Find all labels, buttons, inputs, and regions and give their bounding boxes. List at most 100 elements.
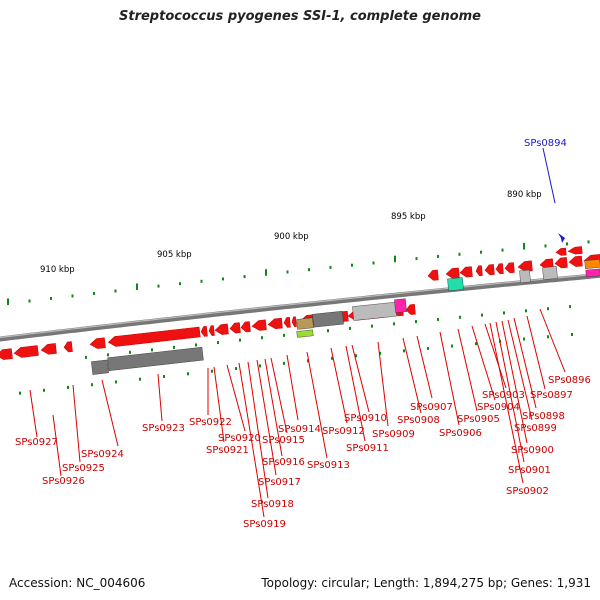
gene-arrow[interactable] — [283, 316, 291, 328]
tick-marks — [7, 240, 590, 395]
gene-label[interactable]: SPs0921 — [206, 445, 249, 456]
gene-label[interactable]: SPs0916 — [262, 457, 305, 468]
gene-arrow[interactable] — [495, 263, 504, 275]
gene-arrow[interactable] — [13, 345, 39, 359]
gene-label[interactable]: SPs0912 — [322, 426, 365, 437]
rna-bar[interactable] — [352, 301, 397, 321]
leader-line — [416, 335, 433, 399]
genome-backbone — [0, 272, 600, 342]
gene-arrow[interactable] — [40, 343, 57, 355]
gene-label[interactable]: SPs0898 — [522, 411, 565, 422]
rna-bar[interactable] — [585, 268, 600, 278]
leader-line — [402, 337, 422, 414]
gene-label[interactable]: SPs0901 — [508, 465, 551, 476]
genome-stats-text: Topology: circular; Length: 1,894,275 bp… — [261, 576, 591, 590]
leader-line — [247, 361, 269, 499]
kbp-label: 900 kbp — [274, 232, 309, 242]
leader-line — [489, 322, 524, 484]
leader-line — [507, 319, 533, 421]
gene-label[interactable]: SPs0902 — [506, 486, 549, 497]
leader-line — [501, 320, 528, 444]
kbp-label: 905 kbp — [157, 250, 192, 260]
leader-line — [72, 384, 81, 463]
gene-label[interactable]: SPs0900 — [511, 445, 554, 456]
gene-arrow[interactable] — [445, 267, 460, 279]
rna-bar[interactable] — [394, 298, 407, 313]
gene-arrow[interactable] — [89, 337, 106, 350]
leader-line — [471, 325, 496, 401]
gene-arrow[interactable] — [240, 321, 251, 333]
gene-label[interactable]: SPs0904 — [477, 402, 520, 413]
gene-label[interactable]: SPs0911 — [346, 443, 389, 454]
gene-label[interactable]: SPs0896 — [548, 375, 591, 386]
leader-line — [29, 389, 38, 438]
gene-arrow[interactable] — [208, 325, 215, 336]
accession-text: Accession: NC_004606 — [9, 576, 146, 590]
gene-label[interactable]: SPs0905 — [457, 414, 500, 425]
gene-arrow[interactable] — [484, 264, 495, 276]
gene-label[interactable]: SPs0910 — [344, 413, 387, 424]
gene-label[interactable]: SPs0906 — [439, 428, 482, 439]
gene-arrow[interactable] — [291, 316, 297, 328]
leader-line — [351, 344, 370, 413]
rna-bar[interactable] — [91, 359, 109, 375]
leader-line — [526, 315, 546, 390]
gene-label[interactable]: SPs0922 — [189, 417, 232, 428]
gene-label[interactable]: SPs0913 — [307, 460, 350, 471]
gene-arrow[interactable] — [459, 266, 473, 278]
gene-arrow[interactable] — [405, 303, 416, 315]
gene-arrow[interactable] — [555, 247, 567, 256]
gene-label[interactable]: SPs0918 — [251, 499, 294, 510]
gene-label[interactable]: SPs0920 — [218, 433, 261, 444]
gene-arrow[interactable] — [251, 319, 267, 331]
rna-bar[interactable] — [296, 317, 314, 330]
gene-labels: SPs0927 SPs0926 SPs0925 SPs0924 SPs0923 SPs09… — [15, 138, 591, 530]
gene-label[interactable]: SPs0915 — [262, 435, 305, 446]
rna-bar[interactable] — [107, 346, 204, 371]
leader-line — [213, 366, 225, 443]
gene-label[interactable]: SPs0908 — [397, 415, 440, 426]
gene-arrow[interactable] — [554, 257, 568, 269]
gene-arrow[interactable] — [427, 269, 439, 281]
leader-line — [457, 328, 478, 412]
gene-label[interactable]: SPs0919 — [243, 519, 286, 530]
rna-bar[interactable] — [312, 310, 344, 328]
rna-bar[interactable] — [447, 277, 464, 292]
rna-bar[interactable] — [584, 259, 600, 269]
highlight-leader — [542, 147, 556, 204]
gene-label[interactable]: SPs0927 — [15, 437, 58, 448]
leader-line — [238, 362, 265, 518]
gene-label[interactable]: SPs0907 — [410, 402, 453, 413]
gene-arrow[interactable] — [568, 255, 583, 267]
rna-bar[interactable] — [519, 269, 531, 284]
gene-arrow[interactable] — [267, 317, 283, 330]
rna-bar[interactable] — [542, 266, 558, 280]
highlight-gene-marker[interactable] — [558, 233, 565, 243]
leader-line — [226, 364, 246, 432]
gene-arrow[interactable] — [0, 348, 13, 361]
kbp-label: 895 kbp — [391, 212, 426, 222]
gene-label[interactable]: SPs0917 — [258, 477, 301, 488]
gene-label[interactable]: SPs0925 — [62, 463, 105, 474]
gene-label[interactable]: SPs0897 — [530, 390, 573, 401]
gene-arrow[interactable] — [214, 323, 229, 335]
gene-label[interactable]: SPs0923 — [142, 423, 185, 434]
gene-label[interactable]: SPs0926 — [42, 476, 85, 487]
gene-label[interactable]: SPs0924 — [81, 449, 124, 460]
gene-arrow[interactable] — [107, 326, 201, 347]
gene-label[interactable]: SPs0903 — [482, 390, 525, 401]
leader-line — [495, 321, 525, 463]
leader-line — [345, 345, 366, 442]
gene-arrow[interactable] — [200, 325, 208, 337]
gene-label[interactable]: SPs0914 — [278, 424, 321, 435]
gene-label[interactable]: SPs0909 — [372, 429, 415, 440]
gene-arrow[interactable] — [63, 341, 73, 353]
gene-arrow[interactable] — [567, 246, 583, 255]
gene-arrow[interactable] — [475, 265, 483, 277]
kbp-labels: 910 kbp 905 kbp 900 kbp 895 kbp 890 kbp — [40, 190, 542, 275]
rna-bar[interactable] — [296, 329, 314, 338]
gene-label[interactable]: SPs0899 — [514, 423, 557, 434]
highlight-gene-label[interactable]: SPs0894 — [524, 138, 567, 149]
gene-arrow[interactable] — [229, 322, 241, 334]
gene-arrow[interactable] — [504, 262, 515, 274]
